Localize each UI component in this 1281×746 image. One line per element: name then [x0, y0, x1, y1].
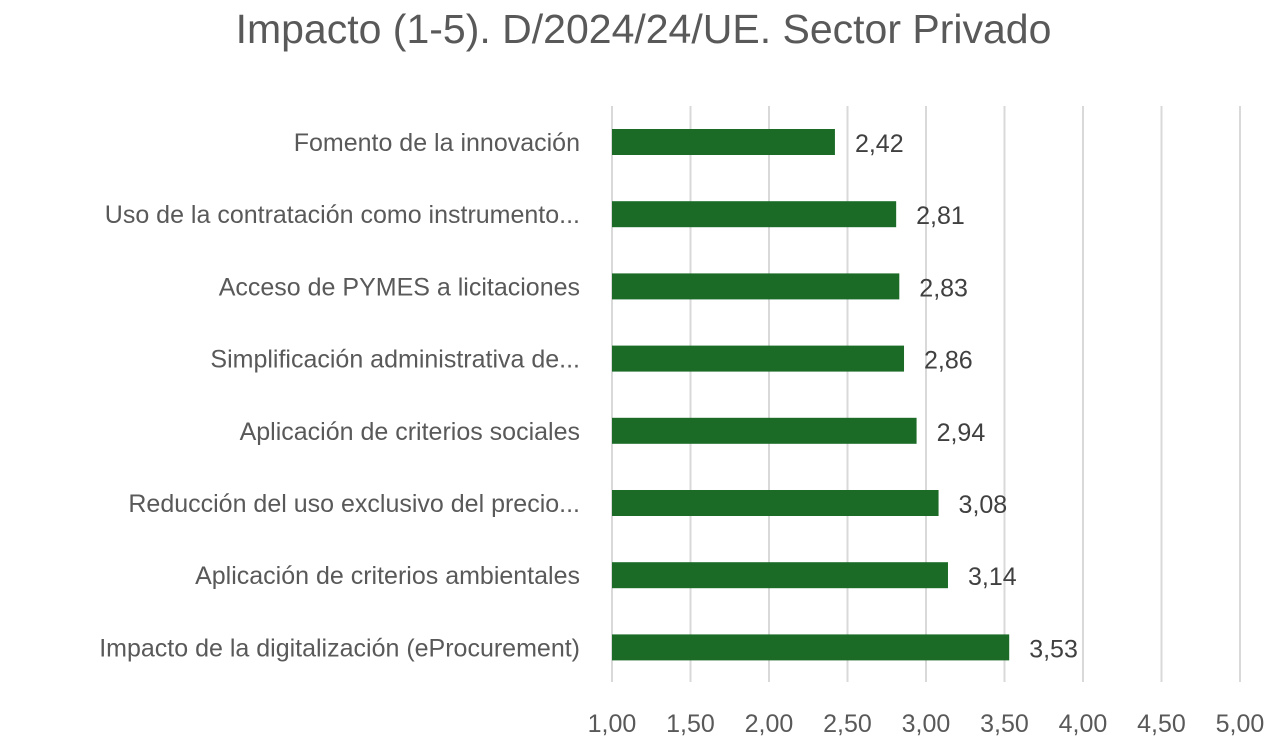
x-tick-label: 3,50 [980, 710, 1029, 738]
bar [612, 129, 835, 155]
bar [612, 562, 948, 589]
bar [612, 634, 1010, 661]
data-label: 2,86 [924, 347, 973, 375]
data-label: 2,94 [937, 419, 986, 447]
x-tick-label: 1,50 [666, 710, 715, 738]
x-tick-label: 3,00 [902, 710, 951, 738]
bar [612, 345, 905, 372]
data-label: 2,83 [919, 274, 968, 302]
data-label: 3,53 [1029, 635, 1078, 663]
category-label: Aplicación de criterios ambientales [195, 562, 580, 590]
x-tick-label: 2,00 [745, 710, 794, 738]
category-label: Aplicación de criterios sociales [240, 418, 580, 446]
x-tick-label: 4,50 [1137, 710, 1186, 738]
category-label: Simplificación administrativa de... [210, 346, 580, 374]
category-label: Acceso de PYMES a licitaciones [219, 273, 580, 301]
x-tick-label: 1,00 [588, 710, 637, 738]
category-label: Impacto de la digitalización (eProcureme… [99, 634, 580, 662]
bar [612, 273, 900, 300]
category-label: Fomento de la innovación [294, 129, 580, 157]
data-label: 3,08 [959, 491, 1008, 519]
bar [612, 417, 917, 444]
data-label: 3,14 [968, 563, 1017, 591]
data-label: 2,42 [855, 130, 904, 158]
chart-title: Impacto (1-5). D/2024/24/UE. Sector Priv… [235, 6, 1052, 52]
x-tick-label: 4,00 [1059, 710, 1108, 738]
category-label: Uso de la contratación como instrumento.… [105, 201, 580, 229]
data-label: 2,81 [916, 202, 965, 230]
category-label: Reducción del uso exclusivo del precio..… [128, 490, 580, 518]
bar [612, 201, 897, 228]
x-tick-label: 2,50 [823, 710, 872, 738]
x-tick-label: 5,00 [1216, 710, 1265, 738]
bar [612, 490, 939, 516]
